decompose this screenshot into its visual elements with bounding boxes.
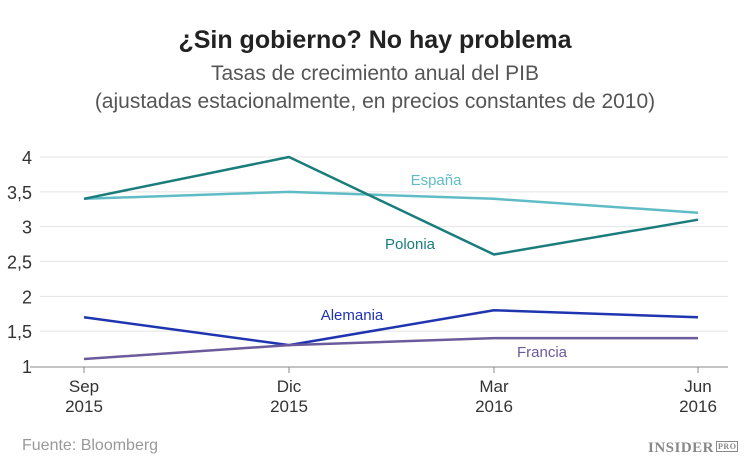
series-line-alemania — [83, 309, 699, 347]
x-tick-label: Dic — [277, 377, 302, 396]
y-tick-label: 4 — [22, 148, 32, 168]
y-tick-label: 2,5 — [7, 253, 32, 273]
x-tick-label: 2016 — [475, 397, 513, 416]
x-tick-label: Mar — [479, 377, 509, 396]
series-line-polonia — [83, 155, 699, 256]
x-tick-label: 2015 — [270, 397, 308, 416]
y-tick-label: 2 — [22, 287, 32, 307]
series-label: Francia — [517, 344, 568, 361]
chart-subtitle-2: (ajustadas estacionalmente, en precios c… — [94, 90, 656, 113]
series-label: España — [411, 172, 463, 189]
x-tick-label: Sep — [69, 377, 99, 396]
y-tick-label: 1 — [22, 357, 32, 377]
x-tick-label: 2015 — [65, 397, 103, 416]
x-tick-label: Jun — [684, 377, 711, 396]
y-tick-label: 3,5 — [7, 183, 32, 203]
series-line-francia — [83, 336, 698, 361]
y-tick-label: 1,5 — [7, 322, 32, 342]
series-label: Alemania — [321, 307, 384, 324]
series-line-españa — [83, 190, 699, 214]
chart-title: ¿Sin gobierno? No hay problema — [178, 26, 572, 54]
insider-pro-logo: INSIDER PRO — [648, 440, 739, 456]
y-tick-label: 3 — [22, 218, 32, 238]
source-note: Fuente: Bloomberg — [22, 437, 159, 454]
chart-subtitle-1: Tasas de crecimiento anual del PIB — [210, 62, 539, 85]
series-label: Polonia — [385, 236, 436, 253]
x-tick-label: 2016 — [679, 397, 717, 416]
